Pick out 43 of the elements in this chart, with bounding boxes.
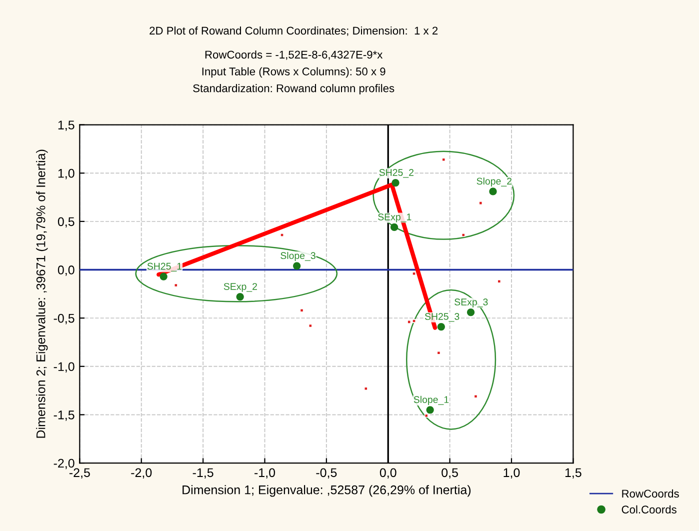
annotation: Slope_2	[476, 177, 512, 187]
point	[236, 293, 244, 301]
x-tick-label: -0,5	[316, 468, 337, 479]
y-tick-label: -2,0	[54, 458, 74, 470]
point	[412, 318, 416, 323]
point	[489, 188, 497, 196]
x-tick-label: 0,5	[442, 468, 458, 479]
annotation: SExp_1	[378, 213, 412, 222]
point	[293, 262, 301, 270]
point	[392, 178, 400, 187]
point	[426, 406, 434, 414]
y-tick-label: -1,0	[54, 362, 74, 373]
x-tick-label: 1,0	[504, 468, 520, 479]
legend-label: Col.Coords	[622, 505, 676, 514]
annotation: SH25_2	[379, 169, 414, 178]
annotation: SH25_1	[147, 262, 182, 272]
x-axis-title: Dimension 1; Eigenvalue: ,52587 (26,29% of Inertia)	[182, 485, 471, 497]
annotation: Slope_1	[414, 396, 449, 405]
x-tick-label: -1,0	[254, 468, 276, 479]
x-tick-label: -1,5	[192, 468, 214, 479]
point	[437, 322, 445, 331]
x-tick-label: 0,0	[380, 468, 396, 479]
y-tick-label: -1,5	[54, 410, 74, 421]
y-tick-label: -0,5	[54, 314, 74, 324]
y-tick-label: 0,0	[58, 266, 74, 276]
x-tick-label: -2,0	[131, 468, 152, 479]
annotation: SExp_3	[454, 298, 488, 308]
annotation: SExp_2	[224, 283, 257, 292]
point	[160, 272, 168, 280]
y-axis-title: Dimension 2; Eigenvalue: ,39671 (19,79% of Inertia)	[36, 150, 48, 438]
chart-title: 2D Plot of Rowand Column Coordinates; Dimension: 1 x 2	[150, 26, 438, 36]
point	[466, 308, 475, 316]
y-tick-label: 0,5	[58, 217, 74, 228]
annotation: SH25_3	[424, 313, 460, 322]
annotation: Slope_3	[280, 252, 316, 261]
chart-subtitle: RowCoords = -1,52E-8-6,4327E-9*x Input Table (Rows x Columns): 50 x 9 Standardization: Rowand column profiles	[193, 50, 394, 94]
point	[424, 414, 428, 418]
x-tick-label: -2,5	[69, 468, 90, 479]
legend-label: RowCoords	[622, 489, 679, 498]
y-tick-label: 1,5	[58, 120, 74, 131]
point	[390, 223, 398, 232]
y-tick-label: 1,0	[58, 168, 74, 180]
x-tick-label: 1,5	[565, 468, 582, 479]
